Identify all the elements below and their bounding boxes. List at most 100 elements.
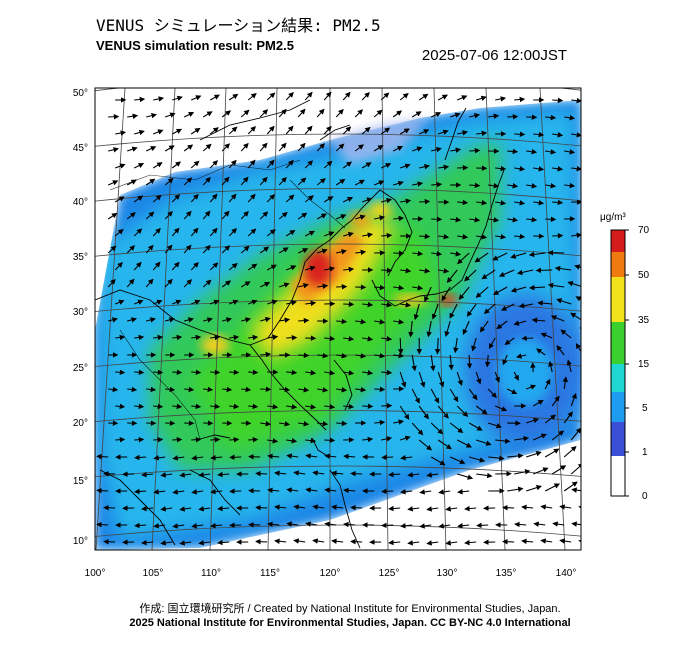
wind-arrow xyxy=(286,521,299,527)
wind-arrow xyxy=(267,521,280,528)
wind-arrow xyxy=(248,369,259,376)
wind-arrow xyxy=(146,112,157,119)
wind-arrow xyxy=(437,371,445,388)
wind-arrow xyxy=(456,95,468,101)
wind-arrow xyxy=(343,231,354,238)
wind-arrow xyxy=(431,146,442,153)
wind-arrow xyxy=(305,265,316,272)
wind-arrow xyxy=(228,126,238,135)
wind-arrow xyxy=(544,378,551,390)
wind-arrow xyxy=(115,130,127,136)
wind-arrow xyxy=(559,538,572,544)
wind-arrow xyxy=(456,405,469,417)
wind-arrow xyxy=(381,197,392,204)
wind-arrow xyxy=(115,163,126,169)
wind-arrow xyxy=(172,455,185,461)
wind-arrow xyxy=(590,427,598,440)
wind-arrow xyxy=(285,229,296,237)
wind-arrow xyxy=(362,370,374,376)
wind-arrow xyxy=(533,166,545,172)
wind-arrow xyxy=(449,422,464,434)
wind-arrow xyxy=(304,160,314,169)
wind-arrow xyxy=(171,261,180,271)
longitude-axis: 100° 105° 110° 115° 120° 125° 130° 135° … xyxy=(85,568,577,579)
wind-arrow xyxy=(544,414,557,424)
wind-arrow xyxy=(450,147,462,153)
lon-tick: 135° xyxy=(496,568,517,579)
wind-arrow xyxy=(171,161,182,169)
wind-arrow xyxy=(248,403,259,410)
wind-arrow xyxy=(533,200,545,206)
copyright-line: 2025 National Institute for Environmenta… xyxy=(129,617,571,629)
wind-arrow xyxy=(373,109,383,118)
wind-arrow xyxy=(426,320,432,338)
wind-arrow xyxy=(437,439,452,450)
wind-arrow xyxy=(464,505,477,512)
wind-arrow xyxy=(476,472,493,479)
lat-tick: 35° xyxy=(73,252,88,263)
wind-arrow xyxy=(533,521,546,527)
wind-arrow xyxy=(400,455,413,461)
wind-arrow xyxy=(587,359,591,372)
wind-arrow xyxy=(476,439,492,446)
wind-arrow xyxy=(458,286,470,300)
wind-arrow xyxy=(450,251,462,257)
wind-arrow xyxy=(285,92,294,101)
wind-arrow xyxy=(164,177,174,186)
wind-arrow xyxy=(574,264,581,270)
wind-arrow xyxy=(469,113,480,119)
wind-arrow xyxy=(431,181,443,188)
wind-arrow xyxy=(408,320,414,338)
wind-arrow xyxy=(526,216,538,223)
wind-arrow xyxy=(412,250,424,257)
wind-arrow xyxy=(134,488,147,495)
wind-arrow xyxy=(449,388,459,403)
wind-arrow xyxy=(526,148,538,155)
wind-arrow xyxy=(259,142,268,152)
wind-arrow xyxy=(583,117,593,119)
wind-arrow xyxy=(134,96,146,103)
wind-arrow xyxy=(570,392,577,407)
wind-arrow xyxy=(418,93,429,101)
wind-arrow xyxy=(424,286,432,303)
wind-arrow xyxy=(209,227,218,237)
wind-arrow xyxy=(400,163,411,169)
wind-arrow xyxy=(114,262,123,271)
wind-arrow xyxy=(399,128,410,135)
wind-arrow xyxy=(298,421,310,427)
wind-arrow xyxy=(361,162,372,169)
wind-arrow xyxy=(229,334,240,341)
wind-arrow xyxy=(388,539,401,546)
wind-arrow xyxy=(179,540,192,546)
wind-arrow xyxy=(400,489,413,495)
wind-arrow xyxy=(190,193,199,203)
wind-arrow xyxy=(498,269,515,277)
wind-arrow xyxy=(457,522,470,529)
wind-arrow xyxy=(171,194,181,203)
wind-arrow xyxy=(240,142,249,152)
wind-arrow xyxy=(202,177,211,186)
wind-arrow xyxy=(115,403,126,410)
lon-tick: 105° xyxy=(143,568,164,579)
wind-arrow xyxy=(331,504,344,511)
wind-arrow xyxy=(160,506,173,512)
wind-arrow xyxy=(323,125,332,135)
wind-arrow xyxy=(514,131,526,138)
wind-arrow xyxy=(434,337,441,355)
wind-arrow xyxy=(152,227,161,237)
credit-line: 作成: 国立環境研究所 / Created by National Instit… xyxy=(139,603,561,615)
wind-arrow xyxy=(355,386,367,393)
lat-tick: 45° xyxy=(73,143,88,154)
wind-arrow xyxy=(267,453,280,460)
wind-arrow xyxy=(108,113,120,120)
wind-arrow xyxy=(127,146,138,152)
wind-arrow xyxy=(210,334,221,341)
wind-arrow xyxy=(202,143,212,152)
wind-arrow xyxy=(476,130,488,137)
wind-arrow xyxy=(274,538,287,544)
wind-arrow xyxy=(190,227,199,237)
wind-arrow xyxy=(583,218,593,219)
wind-arrow xyxy=(114,196,125,203)
wind-arrow xyxy=(552,132,564,138)
